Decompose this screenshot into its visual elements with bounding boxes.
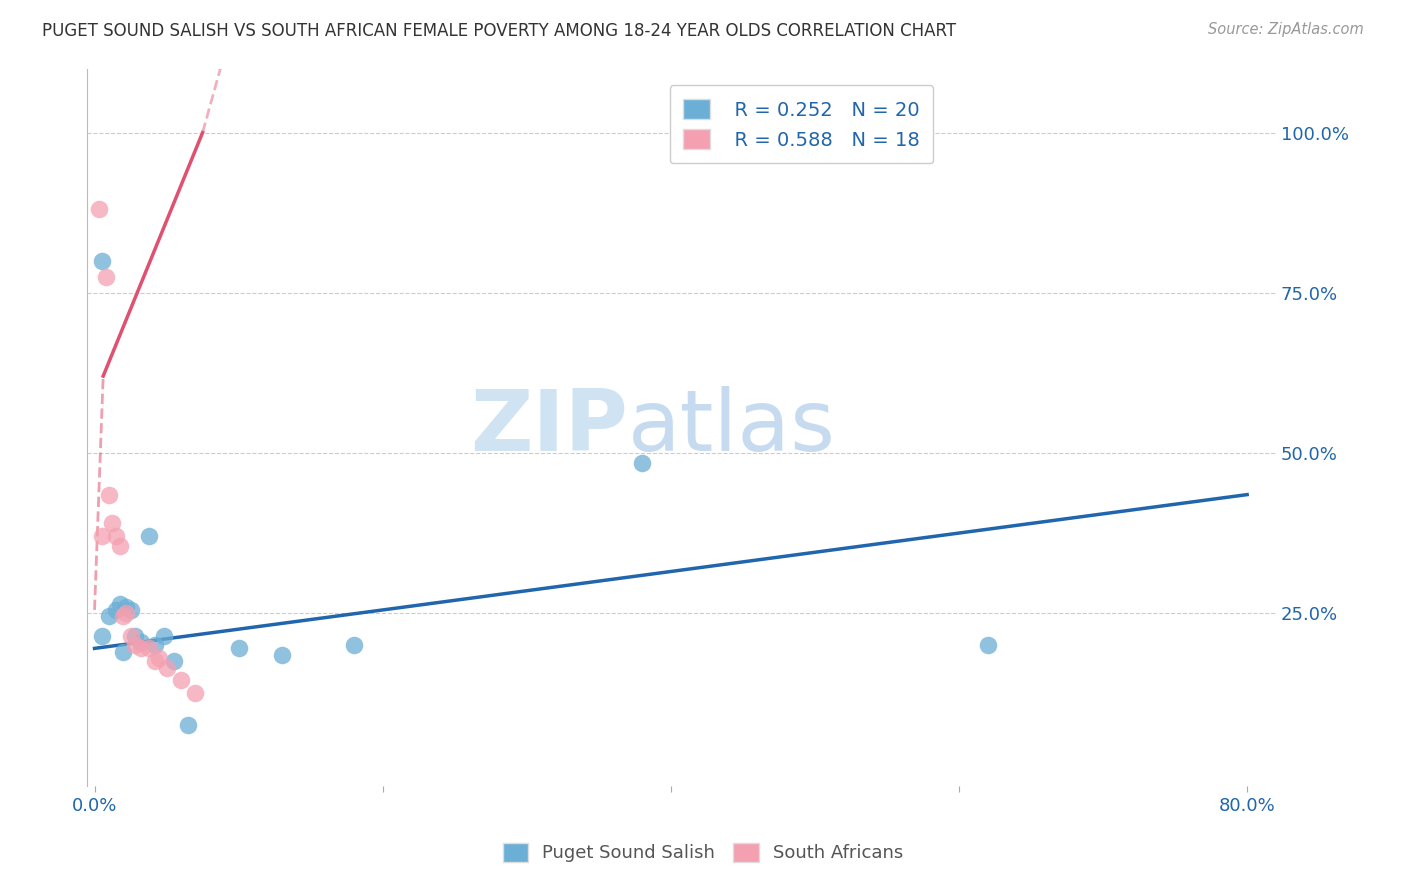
- Text: PUGET SOUND SALISH VS SOUTH AFRICAN FEMALE POVERTY AMONG 18-24 YEAR OLDS CORRELA: PUGET SOUND SALISH VS SOUTH AFRICAN FEMA…: [42, 22, 956, 40]
- Point: [97, 609, 120, 624]
- Point: [94, 269, 117, 284]
- Point: [87, 202, 110, 217]
- Point: [148, 651, 170, 665]
- Point: [270, 648, 292, 662]
- Point: [138, 529, 160, 543]
- Point: [152, 629, 174, 643]
- Point: [120, 629, 142, 643]
- Point: [143, 654, 166, 668]
- Point: [177, 718, 200, 732]
- Point: [228, 641, 250, 656]
- Point: [143, 638, 166, 652]
- Point: [120, 603, 142, 617]
- Point: [184, 686, 207, 700]
- Point: [90, 629, 112, 643]
- Point: [110, 539, 132, 553]
- Point: [124, 638, 146, 652]
- Point: [115, 599, 138, 614]
- Point: [105, 529, 128, 543]
- Point: [101, 516, 124, 531]
- Point: [110, 597, 132, 611]
- Point: [170, 673, 193, 688]
- Point: [163, 654, 186, 668]
- Point: [112, 644, 135, 658]
- Point: [105, 603, 128, 617]
- Point: [129, 641, 152, 656]
- Legend:   R = 0.252   N = 20,   R = 0.588   N = 18: R = 0.252 N = 20, R = 0.588 N = 18: [669, 86, 934, 163]
- Point: [155, 660, 177, 674]
- Point: [138, 641, 160, 656]
- Point: [90, 253, 112, 268]
- Point: [112, 609, 135, 624]
- Point: [343, 638, 366, 652]
- Point: [97, 487, 120, 501]
- Text: ZIP: ZIP: [471, 386, 628, 469]
- Text: atlas: atlas: [628, 386, 837, 469]
- Legend: Puget Sound Salish, South Africans: Puget Sound Salish, South Africans: [495, 836, 911, 870]
- Point: [90, 529, 112, 543]
- Point: [977, 638, 1000, 652]
- Text: Source: ZipAtlas.com: Source: ZipAtlas.com: [1208, 22, 1364, 37]
- Point: [631, 456, 654, 470]
- Point: [129, 635, 152, 649]
- Point: [115, 606, 138, 620]
- Point: [124, 629, 146, 643]
